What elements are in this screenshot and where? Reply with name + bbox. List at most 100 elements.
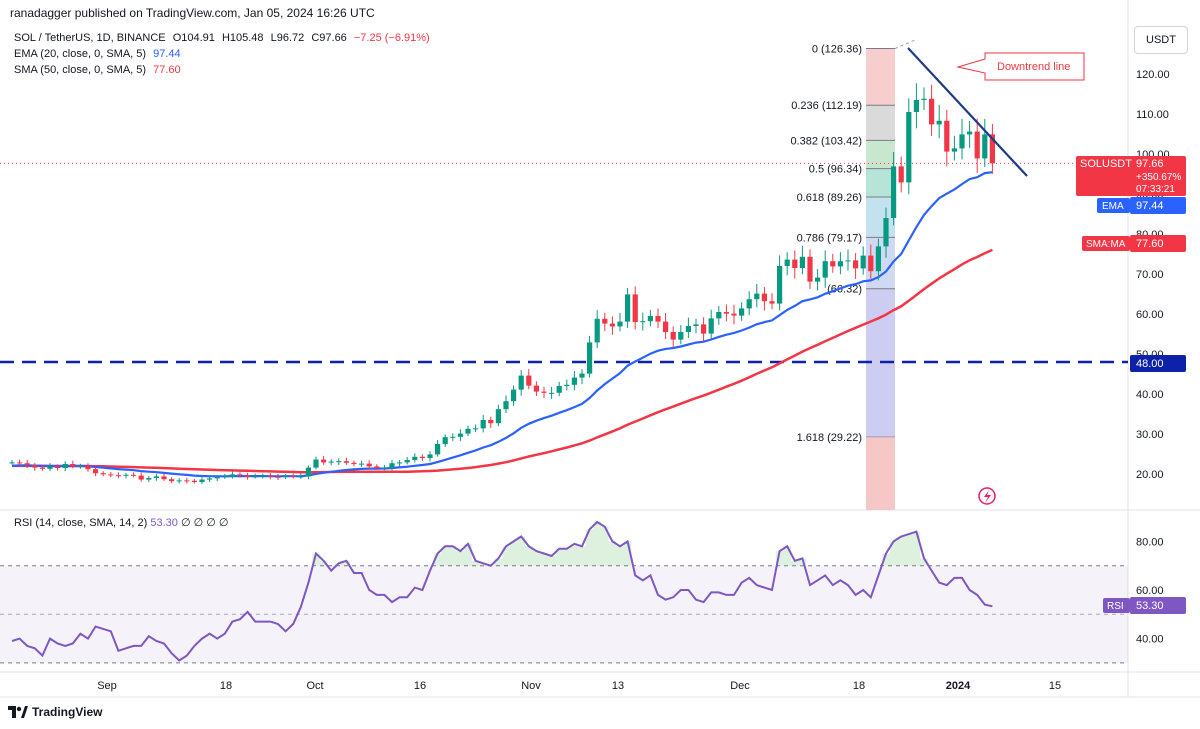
x-axis-label: Dec [730,680,750,692]
trendline-drawing[interactable] [907,47,1028,177]
candle-body [807,256,813,282]
candle-body [830,261,836,267]
candle-body [564,384,570,386]
candle-body [435,444,441,455]
candle-body [305,467,311,477]
candle-body [222,476,228,478]
fib-zone [866,196,895,238]
candle-body [283,476,289,478]
high-value: H105.48 [221,32,264,44]
candle-body [723,312,729,314]
rsi-axis-label: 80.00 [1136,536,1164,548]
candle-body [891,166,897,218]
candle-body [822,261,828,278]
tradingview-logo-icon [8,706,28,718]
candle-body [343,461,349,463]
sma-tag-label: SMA:MA [1086,239,1126,250]
rsi-pane: 80.00 60.00 40.00 [0,520,1164,664]
fib-label: 0.236 (112.19) [791,100,862,112]
rsi-axis-label: 40.00 [1136,634,1164,646]
rsi-price-tag: RSI 53.30 [1103,597,1186,614]
ema-legend[interactable]: EMA (20, close, 0, SMA, 5) 97.44 [14,46,430,62]
sma-tag-value: 77.60 [1136,238,1164,250]
fib-label: 0.786 (79.17) [797,232,862,244]
candle-body [70,464,76,467]
lightning-icon[interactable] [978,487,996,505]
x-axis: Sep 18 Oct 16 Nov 13 Dec 18 2024 15 [97,680,1061,692]
ema-legend-value: 97.44 [153,48,181,60]
x-axis-label: 18 [220,680,232,692]
candle-body [397,462,403,464]
fib-label: 0.382 (103.42) [790,135,862,147]
x-axis-label: 16 [414,680,426,692]
sma-legend[interactable]: SMA (50, close, 0, SMA, 5) 77.60 [14,62,430,78]
last-price-tag: SOLUSDT 97.66 +350.67% 07:33:21 [1076,156,1186,196]
candle-body [883,218,889,247]
downtrend-annotation[interactable]: Downtrend line [956,52,1085,81]
candle-body [55,466,61,468]
candle-body [93,469,99,474]
fibonacci-retracement[interactable]: 0 (126.36) 0.236 (112.19) 0.382 (103.42) 0.… [790,39,916,510]
y-axis: 120.00110.00100.0090.0080.0070.0060.0050… [1136,69,1170,481]
currency-button[interactable]: USDT [1134,26,1188,54]
candle-body [936,120,942,125]
rsi-legend[interactable]: RSI (14, close, SMA, 14, 2) 53.30 ∅ ∅ ∅ … [14,516,228,529]
fib-label: (66.32) [827,284,862,296]
candle-body [906,112,912,183]
x-axis-label: Oct [306,680,323,692]
candle-body [959,134,965,149]
x-axis-label: Sep [97,680,117,692]
fib-label: 0.618 (89.26) [797,192,862,204]
x-axis-label: 18 [853,680,865,692]
candle-body [625,294,631,322]
candle-body [746,299,752,309]
candle-body [693,324,699,326]
y-axis-label: 40.00 [1136,389,1164,401]
x-axis-label: 13 [612,680,624,692]
level-price-tag: 48.00 [1130,355,1186,372]
y-axis-label: 70.00 [1136,269,1164,281]
y-axis-label: 120.00 [1136,69,1170,81]
candle-body [108,474,114,476]
candle-body [153,476,159,478]
candle-body [77,466,83,467]
candle-body [602,318,608,324]
support-level[interactable] [0,162,1128,364]
candle-body [761,293,767,302]
downtrend-line [907,47,1028,177]
candle-body [853,260,859,269]
candle-body [609,323,615,327]
candle-body [898,166,904,183]
ema-price-tag: EMA 97.44 [1097,197,1186,214]
fib-label: 0 (126.36) [812,44,862,56]
fib-label: 1.618 (29.22) [797,432,862,444]
candle-body [260,475,266,477]
last-time: 07:33:21 [1136,184,1175,195]
candle-body [442,437,448,444]
candle-body [974,131,980,159]
symbol-line: SOL / TetherUS, 1D, BINANCE O104.91 H105… [14,30,430,46]
candle-body [381,467,387,469]
candle-body [146,478,152,480]
change-value: −7.25 (−6.91%) [353,32,430,44]
fib-zone-extension [866,437,895,510]
candle-body [359,463,365,465]
candle-body [184,480,190,482]
candle-body [131,474,137,476]
rsi-legend-label: RSI (14, close, SMA, 14, 2) [14,517,148,529]
last-price: 97.66 [1136,158,1164,170]
candle-body [199,479,205,482]
candle-body [982,134,988,159]
fib-zone [866,105,895,141]
tradingview-logo[interactable]: TradingView [8,705,102,719]
candle-body [837,261,843,267]
candle-body [176,480,182,482]
candle-body [427,454,433,458]
candle-body [541,391,547,393]
fib-zone [866,48,895,106]
candle-body [100,473,106,475]
fib-zone [866,140,895,169]
sma-legend-value: 77.60 [153,64,181,76]
rsi-line [11,520,993,662]
